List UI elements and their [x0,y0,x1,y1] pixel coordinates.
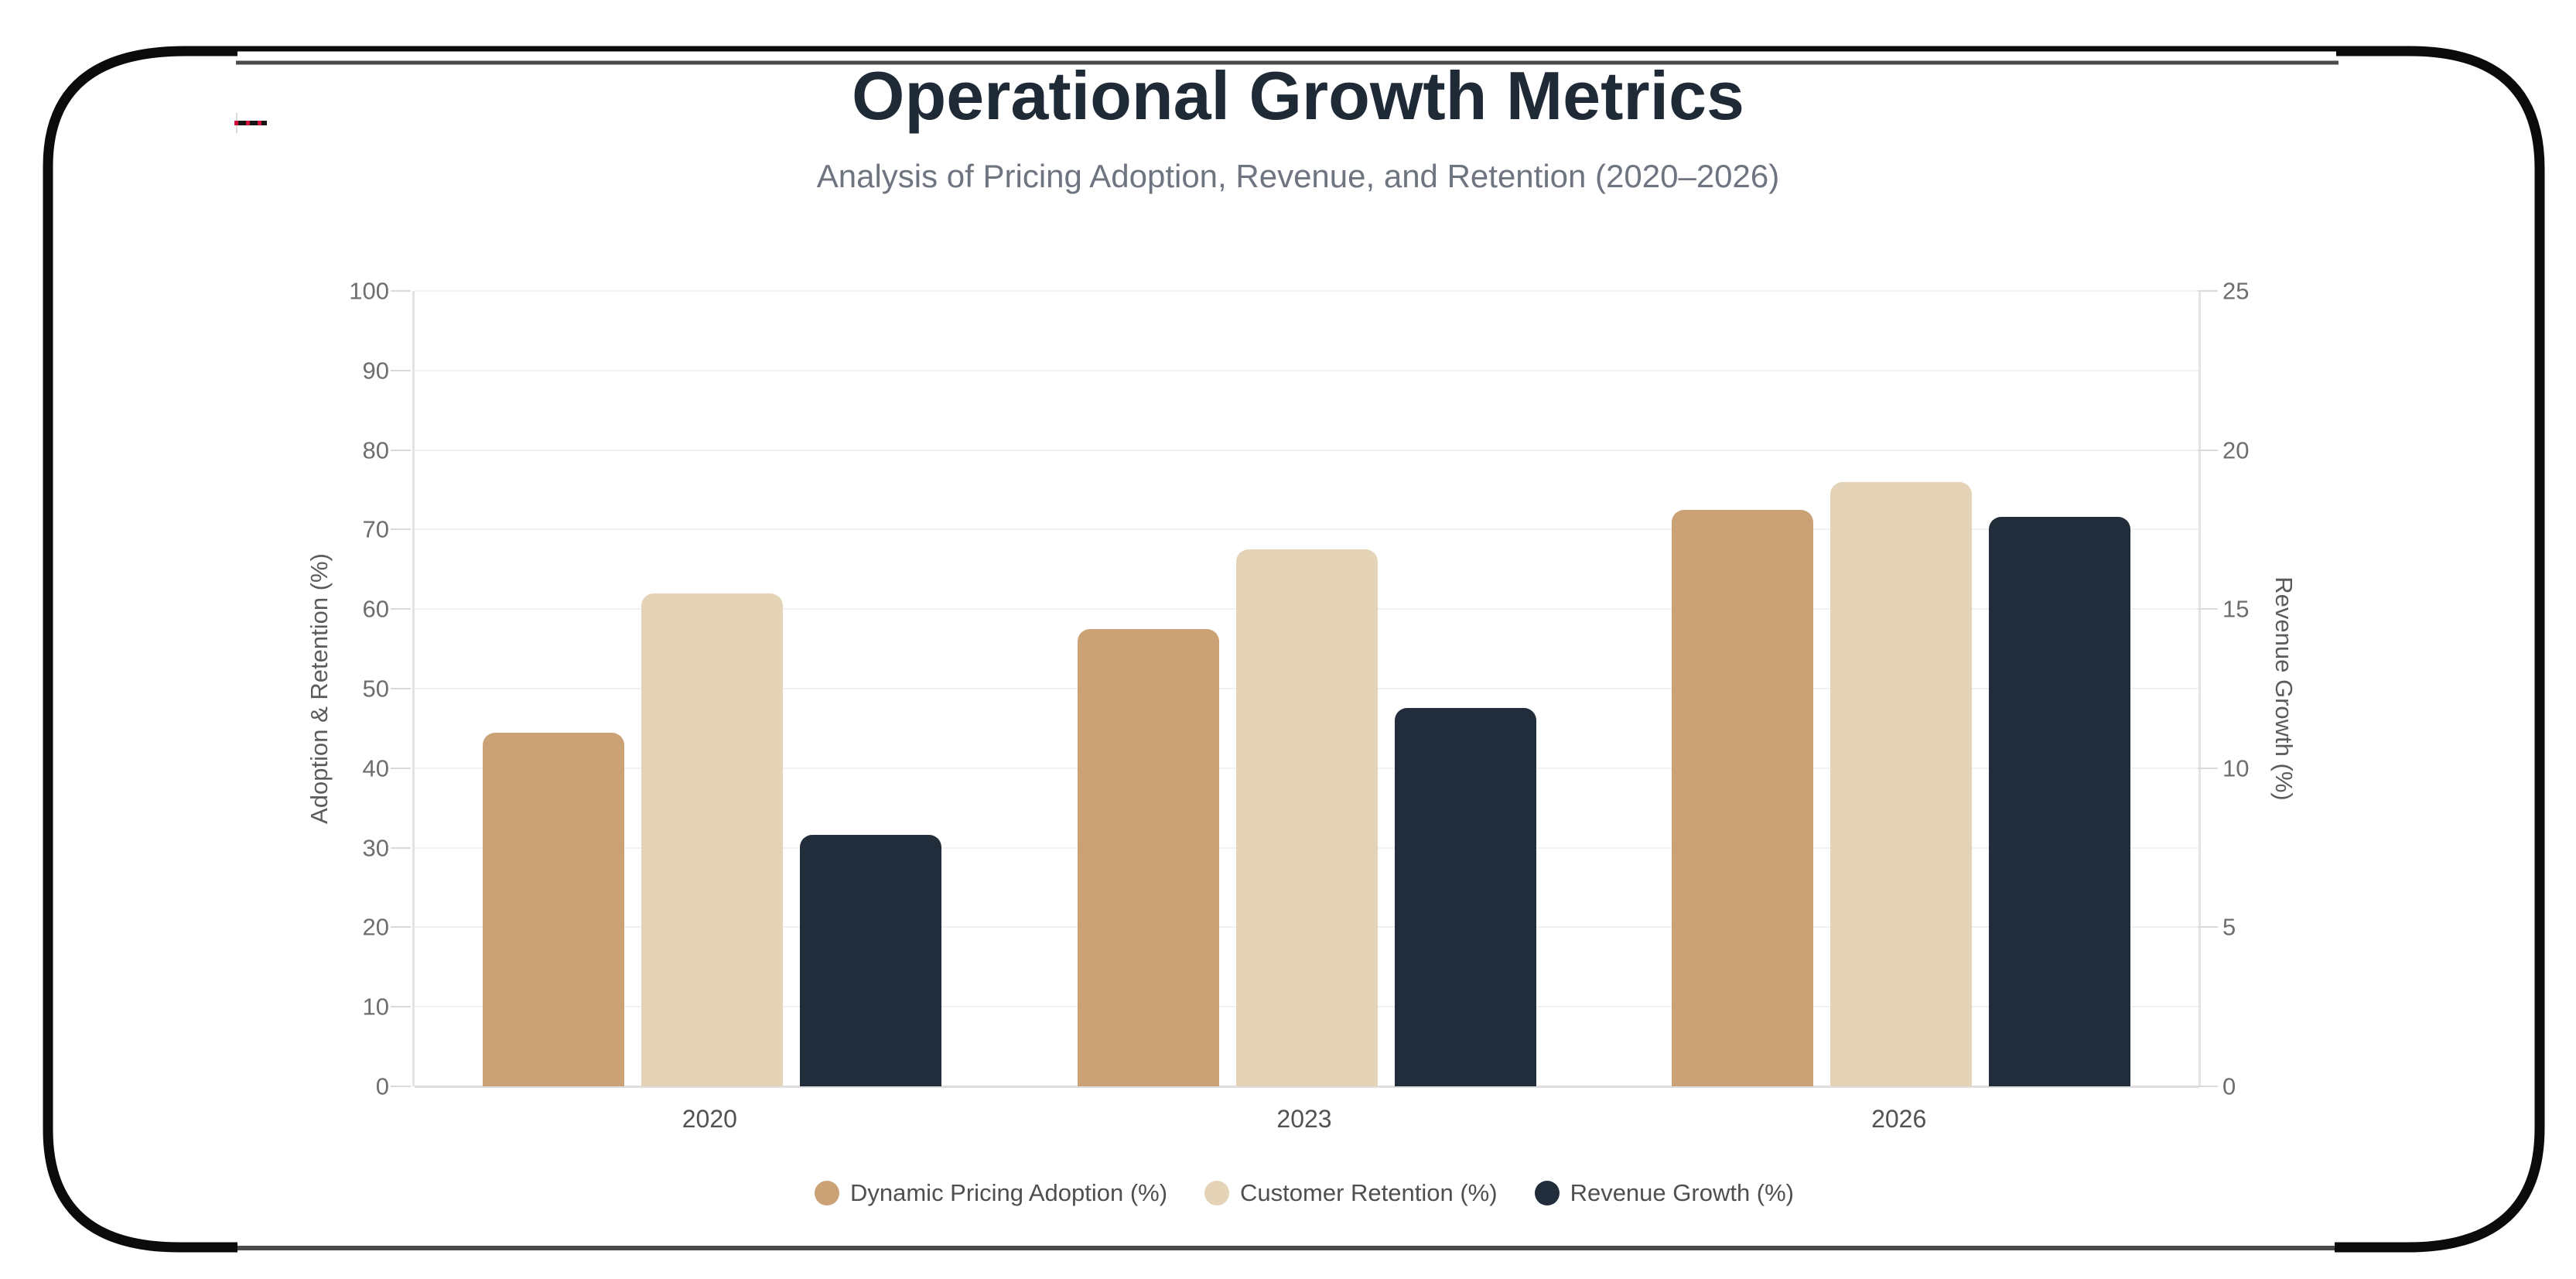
bar-2023-revenue-growth[interactable] [1394,707,1536,1086]
gridline-70 [415,528,2198,531]
left-axis-tick-label-90: 90 [362,357,389,385]
left-tick-mark-70 [391,528,411,531]
x-axis-category-label-2026: 2026 [1871,1105,1927,1133]
bar-2020-customer-retention[interactable] [641,593,783,1086]
left-axis-tick-label-50: 50 [362,675,389,703]
gridline-80 [415,449,2198,451]
plot-area [412,290,2201,1088]
red-dash-mark [234,121,267,125]
left-axis-tick-label-80: 80 [362,436,389,464]
right-tick-mark-25 [2198,290,2218,292]
bar-2023-dynamic-pricing-adoption[interactable] [1077,628,1219,1086]
left-tick-mark-30 [391,846,411,849]
left-tick-mark-10 [391,1006,411,1008]
right-tick-mark-0 [2198,1086,2218,1087]
right-tick-mark-5 [2198,926,2218,928]
left-tick-mark-20 [391,926,411,928]
right-tick-mark-10 [2198,767,2218,769]
legend-swatch-icon [814,1181,839,1205]
bar-2023-customer-retention[interactable] [1235,549,1378,1086]
legend-label: Dynamic Pricing Adoption (%) [849,1179,1168,1206]
left-tick-mark-40 [391,767,411,769]
bar-2026-dynamic-pricing-adoption[interactable] [1672,509,1814,1086]
left-axis-tick-label-10: 10 [362,993,389,1021]
bar-2020-dynamic-pricing-adoption[interactable] [482,732,624,1086]
left-tick-mark-80 [391,449,411,451]
legend-item-revenue-growth[interactable]: Revenue Growth (%) [1534,1179,1795,1207]
right-axis-tick-label-0: 0 [2222,1072,2236,1100]
frame-left-stroke [43,46,237,1253]
legend-swatch-icon [1534,1181,1560,1205]
left-axis-tick-label-70: 70 [362,515,389,543]
chart-legend: Dynamic Pricing Adoption (%) Customer Ret… [412,1179,2196,1207]
gridline-90 [415,369,2198,371]
x-axis-line [415,1086,2198,1088]
x-axis-category-label-2020: 2020 [682,1105,737,1133]
legend-item-customer-retention[interactable]: Customer Retention (%) [1204,1179,1498,1207]
left-axis-tick-label-0: 0 [375,1072,389,1100]
right-axis-tick-label-25: 25 [2222,277,2250,305]
bar-2026-customer-retention[interactable] [1830,481,1973,1086]
left-tick-mark-100 [391,290,411,292]
right-axis-tick-label-10: 10 [2222,754,2250,782]
left-axis-tick-label-40: 40 [362,754,389,782]
frame-right-stroke [2335,46,2545,1253]
left-axis-tick-label-60: 60 [362,595,389,623]
legend-label: Customer Retention (%) [1240,1179,1498,1206]
chart-subtitle: Analysis of Pricing Adoption, Revenue, a… [816,158,1780,194]
legend-label: Revenue Growth (%) [1570,1179,1795,1206]
left-axis-tick-label-100: 100 [349,277,389,305]
left-tick-mark-60 [391,608,411,610]
left-tick-mark-0 [391,1086,411,1087]
right-tick-mark-20 [2198,449,2218,451]
left-axis-tick-label-30: 30 [362,834,389,862]
left-tick-mark-90 [391,369,411,371]
legend-swatch-icon [1204,1181,1230,1205]
gridline-100 [415,290,2198,292]
bar-2026-revenue-growth[interactable] [1989,516,2131,1086]
right-axis-title: Revenue Growth (%) [2270,576,2298,801]
right-axis-tick-label-15: 15 [2222,595,2250,623]
left-axis-tick-label-20: 20 [362,913,389,941]
left-tick-mark-50 [391,688,411,689]
x-axis-category-label-2023: 2023 [1276,1105,1332,1133]
legend-item-dynamic-pricing-adoption[interactable]: Dynamic Pricing Adoption (%) [814,1179,1168,1207]
right-axis-tick-label-20: 20 [2222,436,2250,464]
right-tick-mark-15 [2198,608,2218,610]
right-axis-tick-label-5: 5 [2222,913,2236,941]
bar-2020-revenue-growth[interactable] [799,835,941,1086]
chart-title: Operational Growth Metrics [852,57,1744,134]
